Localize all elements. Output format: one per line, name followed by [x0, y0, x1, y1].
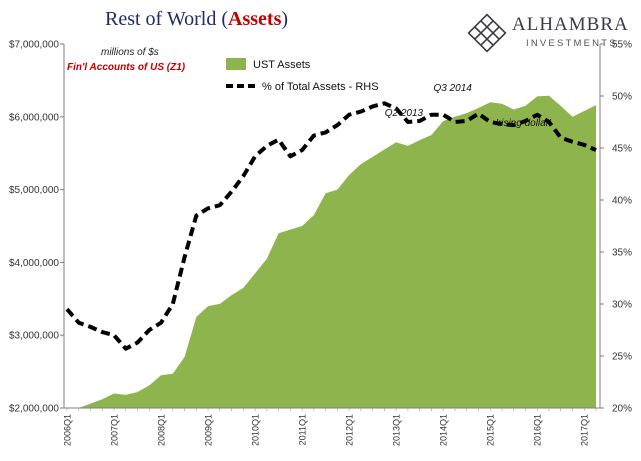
chart-title-prefix: Rest of World ( [105, 8, 229, 30]
logo-name: ALHAMBRA [512, 14, 629, 35]
series-area-ust-assets [67, 95, 596, 408]
chart-title-emphasis: Assets [228, 8, 282, 30]
annotation-q3-2014: Q3 2014 [434, 83, 473, 94]
left-axis-tick-label: $3,000,000 [9, 331, 59, 342]
series-line-pct-total-assets [65, 101, 597, 351]
x-axis-tick-label: 2010Q1 [251, 414, 261, 446]
chart-title: Rest of World (Assets) [105, 8, 288, 31]
alhambra-logo: ALHAMBRA INVESTMENTS [466, 10, 636, 58]
x-axis-tick-label: 2006Q1 [63, 414, 73, 446]
x-axis-tick-label: 2014Q1 [439, 414, 449, 446]
legend-label-ust-assets: UST Assets [253, 59, 311, 71]
right-axis-tick-label: 20% [612, 404, 632, 415]
x-axis-tick-label: 2012Q1 [345, 414, 355, 446]
right-axis-tick-label: 45% [612, 144, 632, 155]
left-axis-tick-label: $4,000,000 [9, 258, 59, 269]
x-axis-tick-label: 2007Q1 [110, 414, 120, 446]
chart-title-suffix: ) [281, 8, 289, 30]
x-axis-tick-label: 2017Q1 [580, 414, 590, 446]
left-axis-tick-label: $5,000,000 [9, 185, 59, 196]
left-axis-tick-label: $6,000,000 [9, 112, 59, 123]
x-axis-tick-label: 2016Q1 [533, 414, 543, 446]
x-axis-tick-label: 2013Q1 [392, 414, 402, 446]
x-axis-tick-label: 2008Q1 [157, 414, 167, 446]
right-axis-tick-label: 40% [612, 196, 632, 207]
right-axis-tick-label: 30% [612, 300, 632, 311]
left-axis-tick-label: $7,000,000 [9, 40, 59, 51]
right-axis-tick-label: 50% [612, 92, 632, 103]
legend-label-pct-total-assets: % of Total Assets - RHS [262, 81, 379, 93]
annotation-q2-2013: Q2 2013 [385, 108, 424, 119]
units-note: millions of $s [101, 47, 159, 58]
source-note: Fin'l Accounts of US (Z1) [67, 62, 186, 73]
annotation-rising-dollar: 'rising dollar' [496, 118, 552, 129]
right-axis-tick-label: 55% [612, 40, 632, 51]
right-axis-tick-label: 35% [612, 248, 632, 259]
x-axis-tick-label: 2015Q1 [486, 414, 496, 446]
x-axis-tick-label: 2009Q1 [204, 414, 214, 446]
alhambra-lattice-icon [467, 13, 507, 53]
logo-subtitle: INVESTMENTS [526, 38, 618, 49]
legend-swatch-area [226, 58, 246, 70]
x-axis-tick-label: 2011Q1 [298, 414, 308, 445]
left-axis-tick-label: $2,000,000 [9, 404, 59, 415]
right-axis-tick-label: 25% [612, 352, 632, 363]
